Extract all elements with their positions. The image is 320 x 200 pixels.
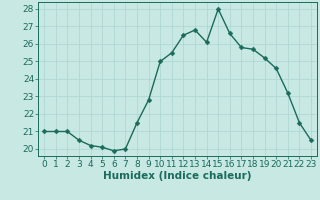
X-axis label: Humidex (Indice chaleur): Humidex (Indice chaleur) bbox=[103, 171, 252, 181]
